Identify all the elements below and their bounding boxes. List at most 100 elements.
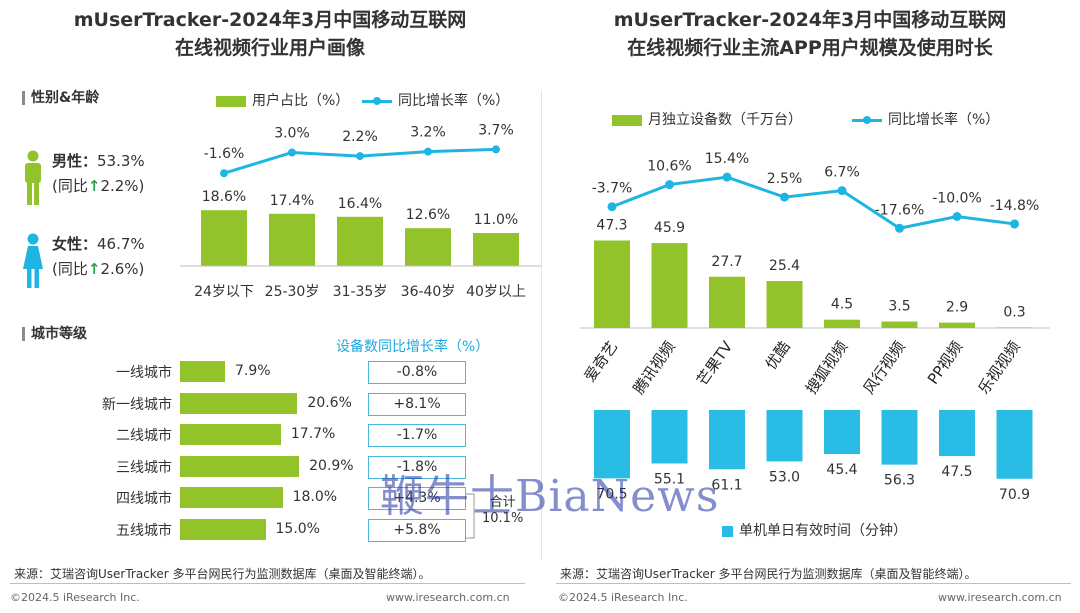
age-bar-label: 12.6%	[406, 207, 450, 223]
age-tick-label: 40岁以上	[466, 284, 526, 300]
app-devices-label: 47.3	[596, 217, 627, 233]
city-growth-box: -1.7%	[368, 424, 466, 447]
app-devices-bar	[824, 319, 860, 328]
app-time-bar	[824, 410, 860, 455]
apps-legend-growth-label: 同比增长率（%）	[888, 112, 1000, 128]
left-title-line2: 在线视频行业用户画像	[174, 37, 365, 59]
right-title-line2: 在线视频行业主流APP用户规模及使用时长	[627, 37, 993, 59]
apps-legend-devices: 月独立设备数（千万台）	[612, 109, 802, 129]
app-growth-point	[607, 202, 617, 212]
app-growth-label: 6.7%	[824, 165, 860, 181]
age-bar	[201, 210, 247, 266]
app-devices-label: 45.9	[654, 220, 685, 236]
app-name-label: 风行视频	[860, 338, 909, 397]
app-time-bar	[651, 410, 688, 464]
app-growth-label: 10.6%	[647, 159, 691, 175]
app-time-label: 61.1	[711, 477, 742, 493]
app-time-bar	[939, 410, 975, 457]
left-title-line1: mUserTracker-2024年3月中国移动互联网	[73, 9, 467, 31]
app-name-label: PP视频	[924, 338, 966, 388]
device-growth-title: 设备数同比增长率（%）	[336, 339, 490, 355]
app-growth-label: -17.6%	[875, 202, 925, 218]
age-growth-point	[492, 145, 500, 154]
left-footer-divider	[10, 583, 525, 584]
total-label: 合计	[489, 495, 516, 510]
age-growth-label: 3.7%	[478, 122, 514, 138]
app-name-label: 乐视视频	[975, 338, 1024, 397]
right-footer-divider	[556, 583, 1071, 584]
left-source-note: 来源：艾瑞咨询UserTracker 多平台网民行为监测数据库（桌面及智能终端）…	[14, 567, 431, 581]
app-devices-bar	[996, 327, 1033, 328]
app-growth-point	[1010, 219, 1019, 229]
city-tier-label: 一线城市	[116, 365, 172, 381]
city-tier-label: 新一线城市	[102, 396, 172, 413]
age-tick-label: 24岁以下	[194, 284, 254, 300]
female-share: 46.7%	[97, 235, 145, 253]
age-legend-share: 用户占比（%）	[216, 90, 349, 110]
app-growth-label: -14.8%	[990, 198, 1040, 214]
app-devices-label: 2.9	[946, 300, 968, 316]
app-devices-bar	[709, 276, 745, 328]
app-growth-point	[895, 223, 904, 233]
city-tier-label: 二线城市	[116, 428, 172, 444]
app-devices-bar	[651, 243, 688, 328]
city-bar	[180, 392, 298, 414]
female-icon	[23, 233, 43, 288]
app-growth-point	[952, 212, 962, 221]
age-legend-growth-label: 同比增长率（%）	[398, 93, 510, 109]
app-name-label: 搜狐视频	[802, 338, 851, 397]
right-copyright: ©2024.5 iResearch Inc.	[558, 591, 688, 604]
age-tick-label: 31-35岁	[333, 284, 388, 300]
app-time-label: 70.9	[999, 487, 1030, 503]
male-label: 男性：	[52, 152, 98, 170]
app-time-label: 53.0	[769, 469, 800, 485]
right-source-note: 来源：艾瑞咨询UserTracker 多平台网民行为监测数据库（桌面及智能终端）…	[560, 567, 977, 581]
right-site-url: www.iresearch.com.cn	[938, 591, 1062, 604]
left-title: mUserTracker-2024年3月中国移动互联网 在线视频行业用户画像	[20, 6, 520, 62]
city-bar	[180, 424, 281, 445]
male-share: 53.3%	[97, 152, 145, 170]
city-bar	[180, 487, 283, 508]
age-growth-label: 2.2%	[342, 129, 378, 145]
city-tier-label: 三线城市	[116, 459, 172, 476]
app-time-label: 70.5	[596, 486, 627, 502]
age-legend-growth: 同比增长率（%）	[362, 90, 509, 110]
app-time-label: 47.5	[941, 464, 972, 480]
age-growth-point	[424, 147, 432, 156]
app-devices-bar	[766, 281, 803, 328]
legend-line-swatch	[852, 115, 882, 124]
female-label: 女性：	[52, 235, 98, 253]
city-tier-label: 四线城市	[116, 491, 172, 507]
app-name-label: 爱奇艺	[581, 338, 622, 385]
male-icon	[25, 150, 41, 205]
app-growth-point	[665, 180, 674, 190]
female-yoy-prefix: (同比	[52, 260, 88, 278]
city-bar	[180, 361, 226, 382]
age-bar-label: 17.4%	[270, 193, 314, 209]
male-yoy-prefix: (同比	[52, 177, 88, 195]
city-bar-label: 18.0%	[292, 489, 338, 505]
app-time-bar	[709, 410, 745, 470]
app-time-bar	[881, 410, 918, 465]
city-growth-box: +8.1%	[368, 392, 466, 416]
total-value: 10.1%	[482, 511, 524, 526]
city-growth-box: +5.8%	[368, 518, 466, 542]
panel-divider	[541, 90, 542, 560]
app-devices-label: 3.5	[888, 299, 910, 315]
app-time-bar	[996, 410, 1033, 479]
app-name-label: 腾讯视频	[630, 338, 679, 397]
city-growth-box: -1.8%	[368, 455, 466, 479]
age-growth-label: 3.2%	[410, 125, 446, 141]
age-growth-point	[356, 152, 364, 161]
age-bar-label: 16.4%	[338, 196, 382, 212]
app-growth-label: 2.5%	[767, 171, 803, 187]
apps-legend-time: 单机单日有效时间（分钟）	[722, 520, 907, 540]
age-chart: 18.6% 24岁以下 17.4% 25-30岁 16.4% 31-35岁 12.6% 36-…	[180, 122, 542, 300]
age-tick-label: 25-30岁	[265, 284, 320, 300]
age-bar-label: 11.0%	[474, 212, 518, 228]
city-bar-label: 20.9%	[309, 457, 354, 474]
legend-bar-swatch	[216, 95, 246, 107]
right-title: mUserTracker-2024年3月中国移动互联网 在线视频行业主流APP用…	[560, 6, 1060, 62]
gender-age-section-title: 性别&年龄	[22, 91, 99, 105]
app-time-label: 56.3	[884, 473, 915, 489]
